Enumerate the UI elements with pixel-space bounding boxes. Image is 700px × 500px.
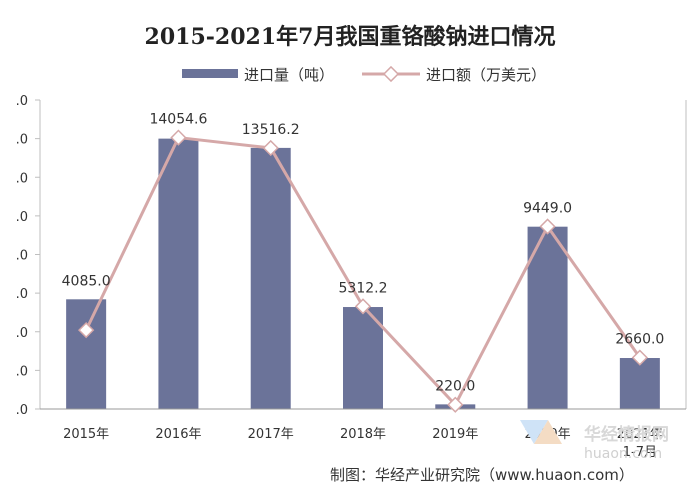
line-marker bbox=[78, 321, 95, 339]
x-tick-label-line: 2019年 bbox=[432, 427, 478, 442]
y-tick-label: .0 bbox=[16, 171, 28, 186]
data-label: 4085.0 bbox=[62, 273, 111, 289]
watermark-brand: 华经情报网 bbox=[584, 424, 669, 445]
y-tick-label: .0 bbox=[16, 403, 28, 418]
data-label: 14054.6 bbox=[149, 112, 207, 128]
watermark-logo-icon bbox=[520, 420, 548, 444]
data-label: 2660.0 bbox=[615, 332, 664, 348]
bar-volume bbox=[66, 299, 107, 409]
y-tick-label: .0 bbox=[16, 326, 28, 341]
y-tick-label: .0 bbox=[16, 287, 28, 302]
y-tick-label: .0 bbox=[16, 133, 28, 148]
x-tick-label: 2015年 bbox=[63, 427, 109, 442]
y-tick-label: .0 bbox=[16, 94, 28, 109]
bars bbox=[66, 138, 660, 409]
x-tick-label: 2017年 bbox=[248, 427, 294, 442]
legend-label-value: 进口额（万美元） bbox=[426, 66, 546, 84]
bar-volume bbox=[158, 138, 199, 409]
y-axis-ticks: .0 .0 .0 .0 .0 .0 .0 .0 .0 bbox=[16, 94, 40, 418]
line-marker bbox=[170, 129, 187, 146]
line-marker bbox=[447, 396, 464, 413]
x-tick-label: 2016年 bbox=[155, 427, 201, 442]
x-tick-label: 2019年 bbox=[432, 427, 478, 442]
data-label: 220.0 bbox=[435, 378, 475, 394]
line-series bbox=[78, 129, 648, 413]
line-marker bbox=[631, 349, 648, 366]
data-labels: 4085.0 14054.6 13516.2 5312.2 220.0 9449.0 266… bbox=[62, 112, 665, 395]
y-tick-label: .0 bbox=[16, 249, 28, 264]
x-tick-label: 2018年 bbox=[340, 427, 386, 442]
legend-marker-value bbox=[382, 65, 400, 83]
line-marker bbox=[539, 218, 556, 235]
x-tick-label-line: 2015年 bbox=[63, 427, 109, 442]
data-label: 9449.0 bbox=[523, 201, 572, 217]
legend-label-volume: 进口量（吨） bbox=[244, 66, 334, 84]
line-marker bbox=[262, 139, 279, 157]
bar-volume bbox=[343, 307, 383, 409]
watermark-url: huaon.com bbox=[584, 446, 662, 462]
source-text: 制图：华经产业研究院（www.huaon.com） bbox=[330, 466, 634, 484]
data-label: 5312.2 bbox=[339, 280, 388, 296]
x-tick-label-line: 2017年 bbox=[248, 427, 294, 442]
data-label: 13516.2 bbox=[242, 122, 300, 138]
y-tick-label: .0 bbox=[16, 210, 28, 225]
legend-swatch-volume bbox=[182, 69, 238, 78]
line-marker bbox=[354, 298, 372, 315]
x-tick-label-line: 1-7月 bbox=[623, 445, 657, 460]
legend: 进口量（吨） 进口额（万美元） bbox=[182, 65, 546, 84]
x-tick-label-line: 2018年 bbox=[340, 427, 386, 442]
x-tick-label-line: 2021年 bbox=[617, 427, 663, 442]
x-tick-label: 2021年 1-7月 bbox=[617, 427, 663, 460]
bar-volume bbox=[527, 226, 568, 409]
y-tick-label: .0 bbox=[16, 364, 28, 379]
watermark: 华经情报网 huaon.com bbox=[520, 420, 669, 462]
x-axis-labels: 2015年2016年2017年2018年2019年2020年2021年1-7月 bbox=[63, 427, 663, 460]
bar-volume bbox=[619, 358, 660, 409]
chart-title: 2015-2021年7月我国重铬酸钠进口情况 bbox=[145, 24, 556, 50]
x-tick-label-line: 2016年 bbox=[155, 427, 201, 442]
watermark-logo-icon-2 bbox=[534, 420, 562, 444]
bar-volume bbox=[250, 147, 291, 409]
